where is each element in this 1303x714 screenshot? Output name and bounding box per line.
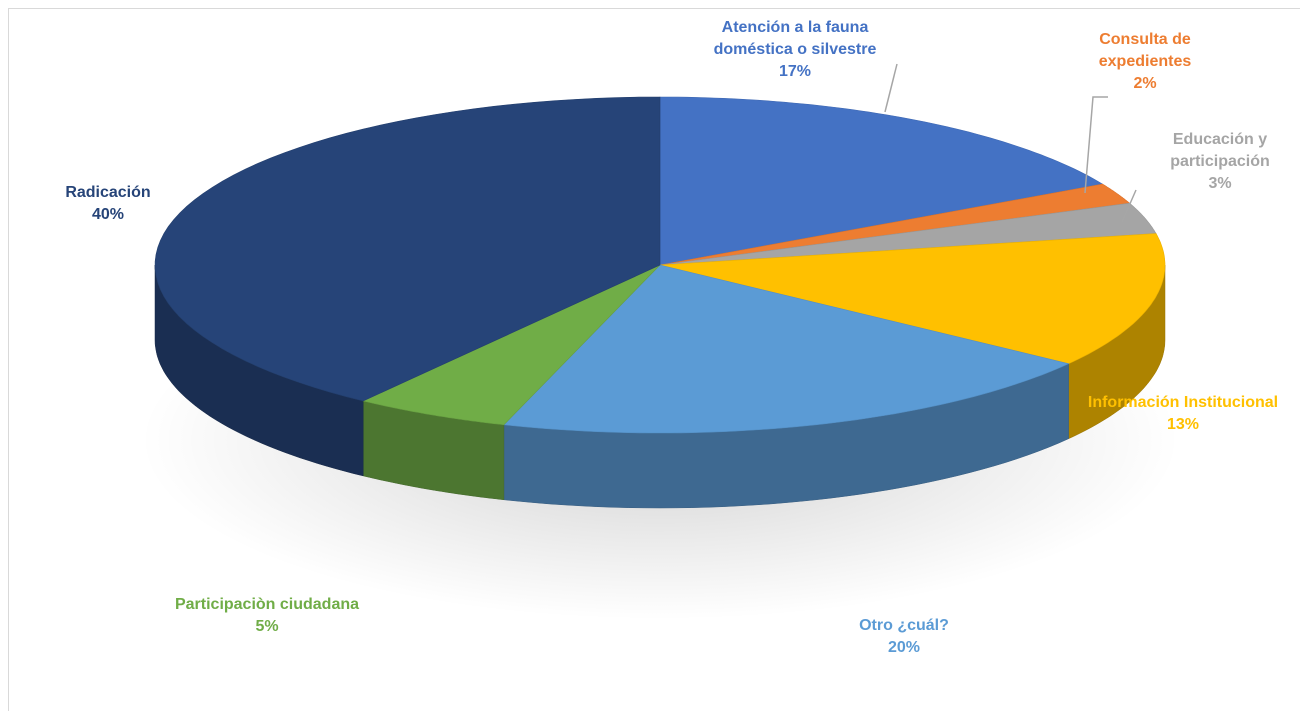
slice-label-line: Educación y [1173, 131, 1267, 148]
slice-label-line: Consulta de [1099, 31, 1191, 48]
leader-line-0 [884, 63, 898, 113]
slice-label-line: 20% [888, 639, 920, 656]
slice-label-3: Información Institucional 13% [1088, 394, 1278, 433]
slice-label-line: 2% [1133, 75, 1156, 92]
slice-label-4: Otro ¿cuál? 20% [859, 617, 949, 656]
slice-label-6: Radicación 40% [65, 184, 150, 223]
slice-label-line: Radicación [65, 184, 150, 201]
slice-label-line: Atención a la fauna [722, 19, 869, 36]
pie-slice-5 [362, 264, 661, 426]
pie-slice-6 [154, 96, 661, 402]
slice-label-line: 40% [92, 206, 124, 223]
slice-label-0: Atención a la fauna doméstica o silvestre… [714, 19, 877, 80]
leader-line-1 [1084, 96, 1108, 194]
slice-label-line: 5% [255, 618, 278, 635]
pie-slice-0 [659, 96, 1104, 266]
pie-tops [154, 96, 1166, 434]
pie-slice-4 [503, 264, 1070, 434]
pie-slice-1 [659, 183, 1131, 266]
slice-label-1: Consulta de expedientes 2% [1099, 31, 1192, 92]
pie-slice-2 [659, 202, 1157, 266]
slice-label-line: doméstica o silvestre [714, 41, 877, 58]
slice-label-line: Otro ¿cuál? [859, 617, 949, 634]
chart-frame [8, 8, 1300, 711]
slice-label-2: Educación y participación 3% [1170, 131, 1270, 192]
leader-lines [884, 63, 1137, 223]
slice-label-line: participación [1170, 153, 1270, 170]
slice-labels: Atención a la fauna doméstica o silvestre… [65, 19, 1278, 656]
slice-label-5: Participaciòn ciudadana 5% [175, 596, 359, 635]
slice-label-line: 17% [779, 63, 811, 80]
slice-label-line: Participaciòn ciudadana [175, 596, 359, 613]
slice-label-line: 3% [1208, 175, 1231, 192]
leader-line-2 [1121, 189, 1137, 223]
slice-label-line: Información Institucional [1088, 394, 1278, 411]
slice-label-line: 13% [1167, 416, 1199, 433]
pie-slice-3 [659, 233, 1166, 365]
slice-label-line: expedientes [1099, 53, 1192, 70]
